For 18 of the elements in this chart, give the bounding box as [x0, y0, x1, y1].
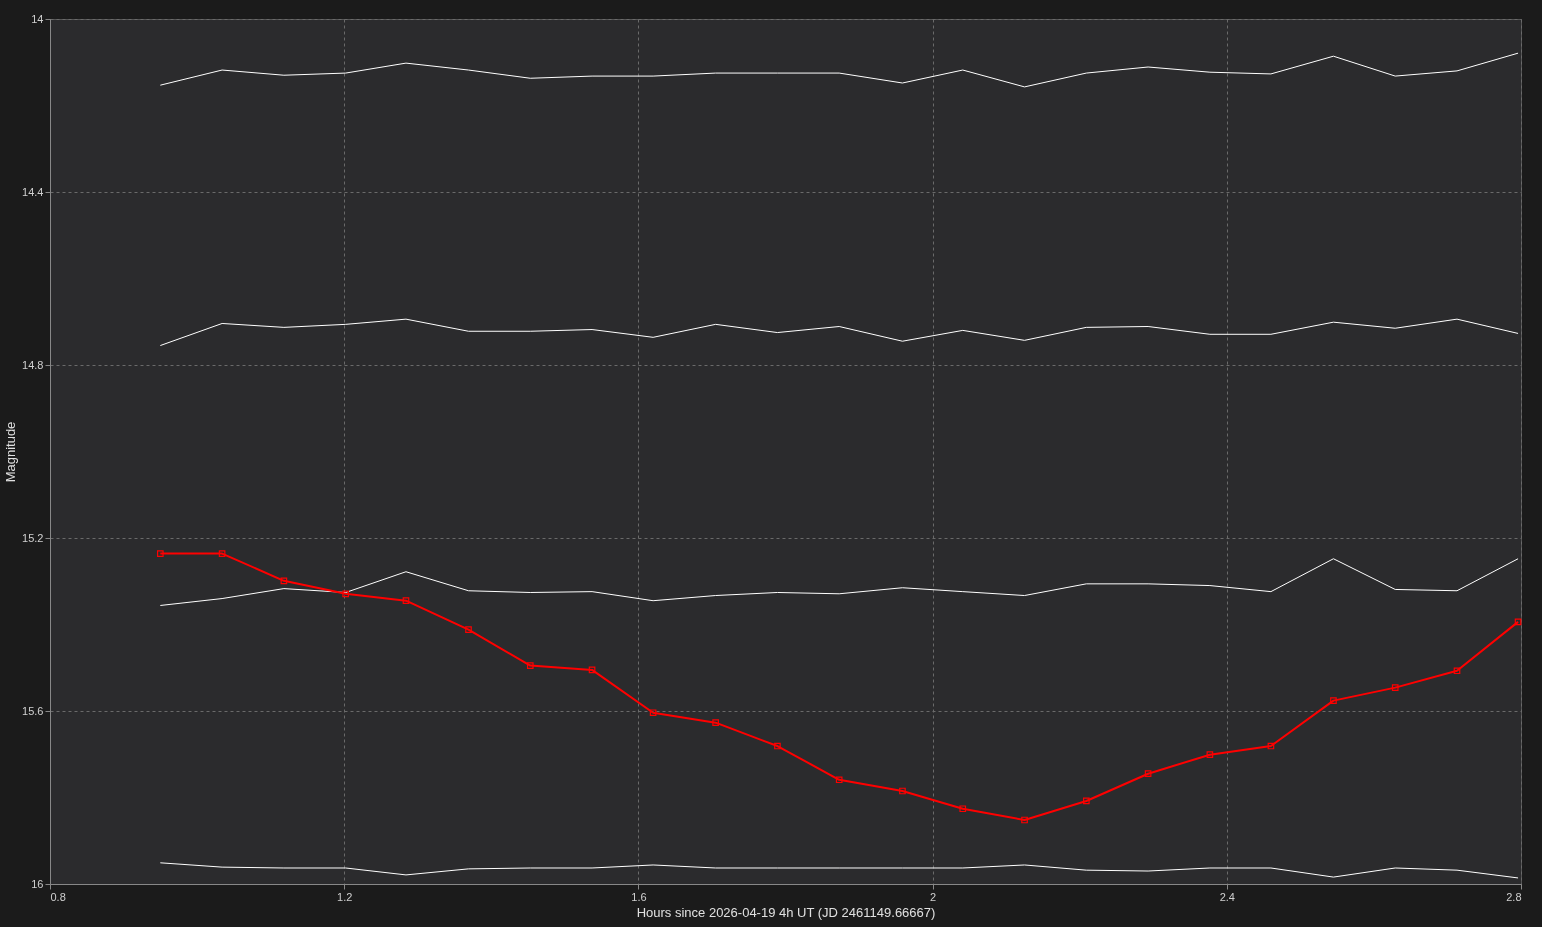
line-series — [159, 862, 1519, 879]
x-axis-title: Hours since 2026-04-19 4h UT (JD 2461149.66667) — [636, 904, 936, 920]
y-tick-label: 16 — [31, 877, 44, 890]
line-series — [159, 558, 1519, 606]
x-tick-label: 1.2 — [337, 890, 353, 903]
x-tick-label: 0.8 — [50, 890, 66, 903]
y-tick-label: 15.6 — [22, 704, 44, 717]
y-tick-label: 14.8 — [22, 358, 44, 371]
x-tick-label: 2.8 — [1506, 890, 1522, 903]
y-axis-title: Magnitude — [3, 421, 19, 483]
x-tick-label: 1.6 — [631, 890, 647, 903]
x-tick-label: 2 — [930, 890, 937, 903]
line-series — [159, 52, 1519, 88]
line-series — [159, 318, 1519, 347]
y-tick-label: 15.2 — [22, 531, 44, 544]
y-tick-label: 14.4 — [22, 185, 44, 198]
x-tick-label: 2.4 — [1219, 890, 1235, 903]
y-tick-label: 14 — [31, 12, 44, 25]
